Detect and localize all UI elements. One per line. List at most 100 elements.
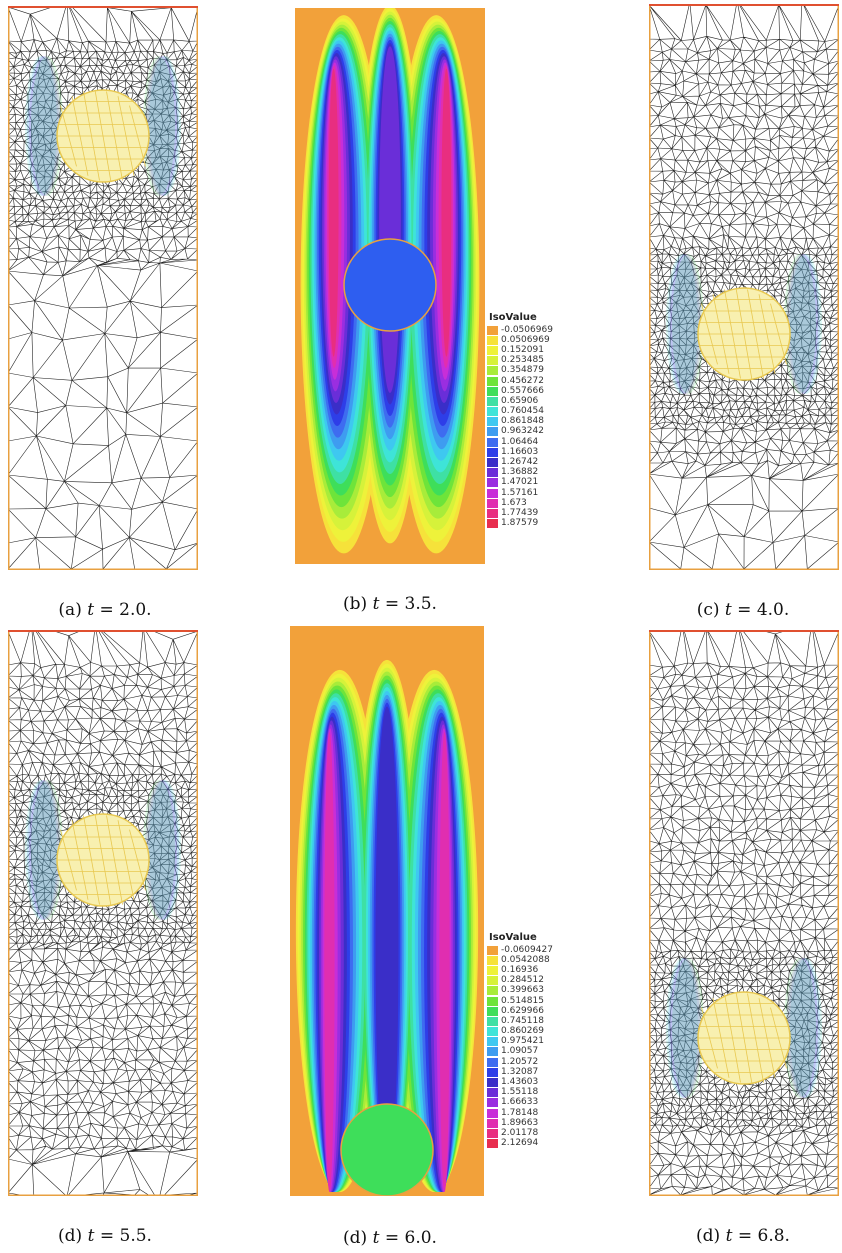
vortex-tint (668, 958, 700, 1098)
legend-value: 0.745118 (501, 1015, 544, 1026)
vortex-tint (786, 254, 818, 394)
legend-swatch (487, 396, 498, 406)
legend-entry: 1.77439 (487, 508, 553, 518)
legend-swatch (487, 965, 498, 975)
legend-entry: 1.673 (487, 498, 553, 508)
legend-entry: 0.860269 (487, 1027, 553, 1037)
vortex-tint (149, 780, 181, 920)
caption-c: (c) t = 4.0. (696, 600, 790, 620)
legend-value: 1.673 (501, 497, 527, 508)
legend-swatch (487, 376, 498, 386)
legend-swatch (487, 1139, 498, 1149)
legend-value: 1.77439 (501, 507, 539, 518)
legend-value: 1.16603 (501, 446, 539, 457)
legend-value: 0.963242 (501, 426, 544, 437)
legend-value: 2.01178 (501, 1127, 539, 1138)
legend-entry: 1.55118 (487, 1088, 553, 1098)
legend-swatch (487, 1108, 498, 1118)
legend-entry: 1.06464 (487, 437, 553, 447)
legend-swatch (487, 976, 498, 986)
legend-entry: 0.760454 (487, 407, 553, 417)
vortex-tint (27, 56, 59, 196)
vortex-tint (29, 780, 61, 920)
legend-value: 0.760454 (501, 406, 544, 417)
legend-swatch (487, 488, 498, 498)
legend-swatch (487, 1016, 498, 1026)
legend-value: 1.32087 (501, 1066, 539, 1077)
legend-swatch (487, 519, 498, 529)
legend-entry: 1.66633 (487, 1098, 553, 1108)
legend-swatch (487, 1067, 498, 1077)
legend-entry: 0.861848 (487, 417, 553, 427)
vortex-tint (147, 780, 179, 920)
isovalue-figure (290, 626, 484, 1196)
legend-entry: 0.557666 (487, 386, 553, 396)
legend-swatch (487, 1037, 498, 1047)
legend-swatch (487, 458, 498, 468)
legend-value: 0.861848 (501, 416, 544, 427)
legend-entry: 1.87579 (487, 519, 553, 529)
legend-entry: 0.284512 (487, 976, 553, 986)
contour-bands (295, 659, 479, 1192)
legend-swatch (487, 417, 498, 427)
isovalue-figure (295, 8, 485, 564)
legend-swatch (487, 437, 498, 447)
legend-value: 0.253485 (501, 355, 544, 366)
vortex-tint (790, 254, 822, 394)
legend-value: 2.12694 (501, 1138, 539, 1149)
legend-value: 0.860269 (501, 1026, 544, 1037)
vortex-tint (666, 958, 698, 1098)
legend-swatch (487, 366, 498, 376)
mesh-figure (649, 4, 839, 570)
legend-swatch (487, 996, 498, 1006)
legend-entry: 1.16603 (487, 447, 553, 457)
vortex-tint (27, 780, 59, 920)
legend-entry: 0.152091 (487, 345, 553, 355)
caption-d-55: (d) t = 5.5. (58, 1226, 152, 1246)
vortex-tint (786, 958, 818, 1098)
legend-entry: 1.89663 (487, 1118, 553, 1128)
legend-swatch (487, 1027, 498, 1037)
legend-swatch (487, 325, 498, 335)
legend-entry: 2.12694 (487, 1139, 553, 1149)
legend-entry: -0.0609427 (487, 945, 553, 955)
legend-title: IsoValue (489, 312, 537, 323)
legend-value: 0.65906 (501, 395, 539, 406)
legend-swatch (487, 1047, 498, 1057)
legend-entry: 0.975421 (487, 1037, 553, 1047)
vortex-tint (25, 780, 57, 920)
legend-value: 0.0506969 (501, 334, 550, 345)
vortex-tint (784, 254, 816, 394)
legend-entry: 1.57161 (487, 488, 553, 498)
legend-swatch (487, 986, 498, 996)
legend-value: 1.89663 (501, 1117, 539, 1128)
legend-swatch (487, 1128, 498, 1138)
vortex-tint (670, 254, 702, 394)
legend-value: 0.399663 (501, 985, 544, 996)
panel-b-isovalue (295, 8, 485, 564)
legend-swatch (487, 1006, 498, 1016)
legend-value: 0.16936 (501, 964, 539, 975)
legend-entry: 0.514815 (487, 996, 553, 1006)
legend-swatch (487, 447, 498, 457)
legend-value: 1.47021 (501, 477, 539, 488)
vortex-tint (668, 254, 700, 394)
caption-d-60: (d) t = 6.0. (343, 1228, 437, 1248)
mesh-figure (8, 630, 198, 1196)
legend-value: 0.152091 (501, 344, 544, 355)
vortex-tint (788, 254, 820, 394)
legend-value: 1.78148 (501, 1107, 539, 1118)
legend-entry: 1.78148 (487, 1108, 553, 1118)
legend-entry: -0.0506969 (487, 325, 553, 335)
vortex-tint (145, 780, 177, 920)
legend-swatch (487, 427, 498, 437)
legend-swatch (487, 478, 498, 488)
legend-swatch (487, 1088, 498, 1098)
vortex-tint (31, 780, 63, 920)
legend-swatch (487, 345, 498, 355)
legend-value: 1.06464 (501, 436, 539, 447)
vortex-tint (143, 56, 175, 196)
legend-entry: 1.32087 (487, 1067, 553, 1077)
vortex-tint (784, 958, 816, 1098)
isovalue-legend-bottom: IsoValue -0.0609427 0.0542088 0.16936 0.2845… (487, 932, 553, 1149)
